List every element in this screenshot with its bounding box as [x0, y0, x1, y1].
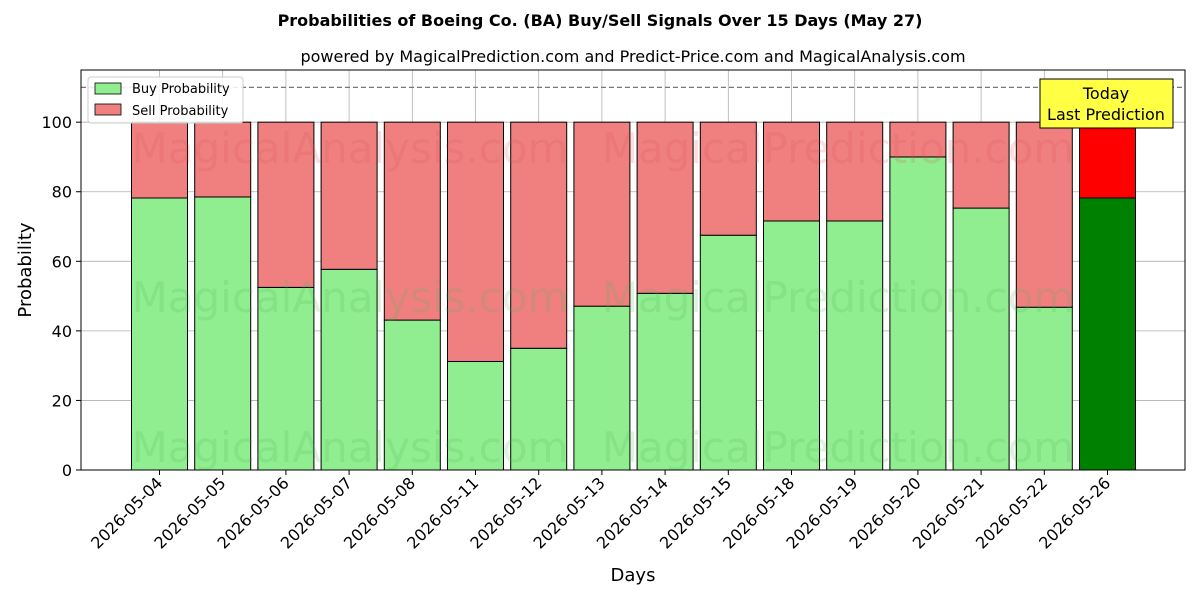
buy-bar	[699, 234, 757, 471]
y-tick-label: 20	[52, 391, 72, 410]
sell-bar	[763, 121, 820, 222]
buy-bar	[573, 305, 631, 471]
buy-bar	[383, 319, 441, 471]
sell-bar	[1079, 121, 1136, 199]
buy-bar	[763, 220, 820, 471]
chart-title: Probabilities of Boeing Co. (BA) Buy/Sel…	[278, 11, 923, 30]
watermark-3: MagicalAnalysis.com	[132, 273, 569, 322]
plot-frame	[80, 69, 1186, 471]
sell-bar	[573, 121, 631, 307]
buy-bar	[636, 292, 694, 471]
legend-swatch-sell	[94, 103, 122, 116]
sell-bar	[257, 121, 315, 288]
sell-bar	[826, 121, 884, 222]
sell-bar	[889, 121, 947, 158]
sell-bar	[320, 121, 378, 270]
chart-subtitle: powered by MagicalPrediction.com and Pre…	[300, 47, 965, 66]
today-annotation: Today Last Prediction	[1039, 78, 1174, 129]
sell-bar	[510, 121, 568, 349]
sell-bar	[636, 121, 694, 294]
watermark-4: MagicalPrediction.com	[602, 273, 1075, 322]
sell-bar	[952, 121, 1010, 209]
y-tick-label: 100	[41, 113, 72, 132]
legend-box	[87, 76, 244, 124]
y-tick-label: 40	[52, 322, 72, 341]
buy-bar	[1079, 197, 1136, 471]
y-tick-label: 0	[62, 461, 72, 480]
watermark-5: MagicalAnalysis.com	[132, 423, 569, 472]
annotation-line-1: Today	[1082, 84, 1129, 103]
buy-bar	[320, 268, 378, 471]
buy-bar	[257, 286, 315, 471]
legend-label-sell: Sell Probability	[132, 104, 229, 119]
y-tick-label: 80	[52, 183, 72, 202]
y-tick-label: 60	[52, 252, 72, 271]
legend: Buy Probability Sell Probability	[87, 76, 244, 124]
legend-swatch-buy	[94, 82, 122, 95]
sell-bar	[699, 121, 757, 236]
buy-bar	[1015, 306, 1073, 471]
watermark-6: MagicalPrediction.com	[602, 423, 1075, 472]
annotation-line-2: Last Prediction	[1047, 105, 1165, 124]
sell-bar	[383, 121, 441, 321]
watermarks: MagicalAnalysis.com MagicalPrediction.co…	[132, 124, 1075, 472]
x-axis-label: Days	[611, 565, 656, 586]
x-axis: 2026-05-042026-05-052026-05-062026-05-07…	[87, 470, 1114, 553]
annotation-box	[1039, 78, 1174, 129]
y-axis-label: Probability	[15, 222, 36, 317]
bars	[131, 121, 1136, 471]
watermark-1: MagicalAnalysis.com	[132, 124, 569, 173]
y-axis: 0 20 40 60 80 100	[41, 113, 81, 480]
legend-label-buy: Buy Probability	[132, 82, 230, 97]
sell-bar	[131, 121, 188, 199]
buy-bar	[952, 207, 1010, 471]
buy-bar	[889, 156, 947, 471]
buy-bar	[510, 347, 568, 471]
watermark-2: MagicalPrediction.com	[602, 124, 1075, 173]
sell-bar	[194, 121, 252, 198]
sell-bar	[1015, 121, 1073, 308]
sell-bar	[447, 121, 504, 362]
buy-bar	[826, 220, 884, 471]
